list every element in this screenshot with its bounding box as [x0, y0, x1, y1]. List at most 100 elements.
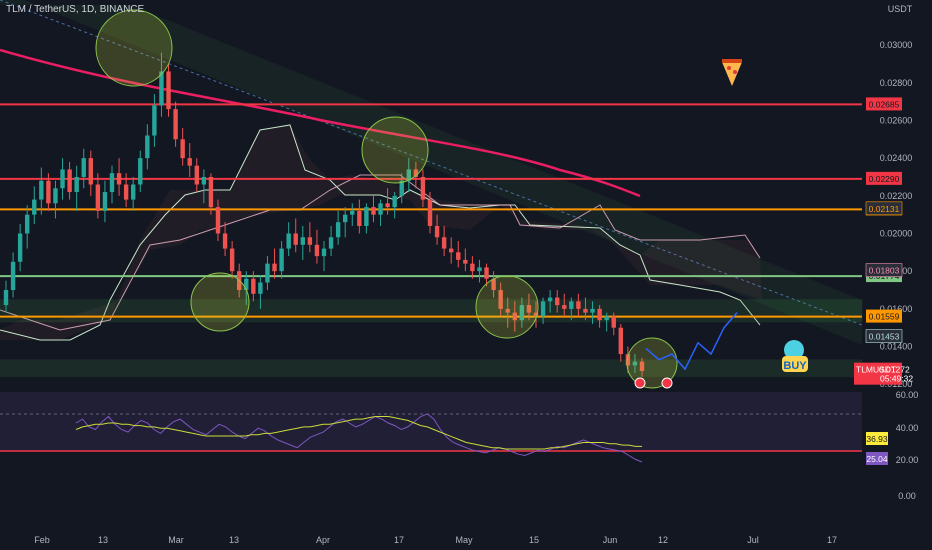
candle-body	[569, 301, 574, 309]
support-zone-1	[0, 359, 863, 378]
candle-body	[307, 237, 313, 245]
price-tag-label: 0.02131	[869, 204, 900, 214]
candle-body	[229, 248, 235, 272]
candle-body	[166, 71, 171, 110]
candle-body	[350, 210, 355, 215]
price-tag-0	[865, 201, 903, 216]
price-tick-label: 0.02600	[880, 115, 913, 125]
highlight-circle	[626, 337, 678, 389]
candle-body	[385, 203, 390, 208]
candle-body	[555, 297, 560, 306]
price-tag-2	[865, 329, 903, 343]
time-tick-label: Feb	[34, 535, 50, 545]
candle-body	[123, 184, 129, 200]
band-upper-line	[0, 124, 761, 341]
candle-body	[456, 252, 461, 260]
candle-body	[484, 267, 489, 279]
rsi-line	[75, 413, 643, 463]
price-tick-label: 0.01400	[880, 342, 913, 352]
last-price-countdown: 05:49:32	[880, 374, 913, 384]
candle-body	[95, 184, 101, 211]
candle-body	[618, 327, 623, 355]
candle-body	[498, 290, 503, 309]
time-tick-label: 15	[529, 535, 539, 545]
price-tick-label: 0.02800	[880, 78, 913, 88]
candle-body	[53, 188, 58, 204]
candle-body	[441, 237, 447, 249]
highlight-circle	[361, 116, 429, 184]
candle-body	[46, 180, 51, 204]
event-marker-icon	[634, 377, 646, 389]
candle-body	[547, 297, 553, 302]
candle-body	[343, 214, 348, 223]
candle-body	[17, 233, 23, 262]
candle-body	[590, 308, 595, 313]
candle-body	[632, 361, 638, 366]
level-tag-1	[866, 171, 902, 185]
level-tag-label: 0.02685	[869, 99, 900, 109]
candle-body	[244, 278, 249, 291]
candle-body	[180, 139, 185, 159]
candle-body	[449, 248, 454, 253]
last-price-tag	[854, 362, 902, 385]
candle-body	[258, 282, 263, 294]
candle-body	[159, 71, 164, 106]
candle-body	[371, 207, 376, 215]
candle-body	[138, 158, 143, 185]
buy-mascot-icon: BUY	[782, 340, 808, 372]
rsi-value-label: 25.04	[866, 454, 888, 464]
candle-body	[491, 278, 496, 291]
candle-body	[611, 316, 616, 328]
candle-body	[406, 169, 411, 181]
candle-body	[251, 278, 256, 294]
price-tag-label: 0.01803	[869, 266, 900, 276]
level-tag-4	[866, 309, 902, 323]
band-lower-line	[0, 174, 761, 331]
candle-body	[364, 207, 369, 226]
candle-body	[392, 195, 397, 208]
candles	[3, 52, 645, 377]
candle-body	[145, 135, 150, 159]
time-tick-label: Jul	[747, 535, 759, 545]
currency-label: USDT	[888, 4, 913, 14]
candle-body	[328, 237, 334, 249]
price-tag-label: 0.01453	[869, 332, 900, 342]
candle-body	[102, 192, 108, 211]
candle-body	[625, 354, 631, 366]
candle-body	[540, 301, 546, 317]
candle-body	[300, 237, 305, 245]
candle-body	[420, 176, 426, 200]
time-tick-label: Mar	[168, 535, 184, 545]
highlight-circle	[190, 272, 250, 332]
candle-body	[201, 176, 207, 185]
candle-body	[222, 233, 228, 249]
price-tick-label: 0.03000	[880, 40, 913, 50]
candle-body	[639, 361, 645, 372]
candle-body	[194, 165, 199, 185]
price-tag-1	[865, 263, 903, 277]
candle-body	[357, 210, 362, 226]
candle-body	[272, 263, 277, 272]
candle-body	[399, 180, 404, 196]
candle-body	[215, 207, 221, 234]
candle-body	[463, 259, 468, 264]
candle-body	[208, 176, 214, 208]
time-tick-label: Apr	[316, 535, 330, 545]
time-tick-label: 17	[394, 535, 404, 545]
candle-body	[3, 290, 9, 306]
level-tag-label: 0.02290	[869, 174, 900, 184]
candle-body	[533, 312, 539, 317]
candle-body	[576, 301, 581, 309]
buy-badge-text: BUY	[783, 360, 807, 372]
price-tick-label: 0.02400	[880, 153, 913, 163]
price-tick-label: 0.02000	[880, 228, 913, 238]
candle-body	[10, 261, 16, 291]
candle-body	[413, 169, 419, 177]
rsi-tick-label: 20.00	[896, 455, 919, 465]
price-tick-label: 0.01600	[880, 304, 913, 314]
highlight-circle	[475, 275, 539, 339]
candle-body	[286, 233, 291, 249]
candle-body	[470, 263, 475, 272]
ichimoku-cloud	[0, 125, 762, 340]
